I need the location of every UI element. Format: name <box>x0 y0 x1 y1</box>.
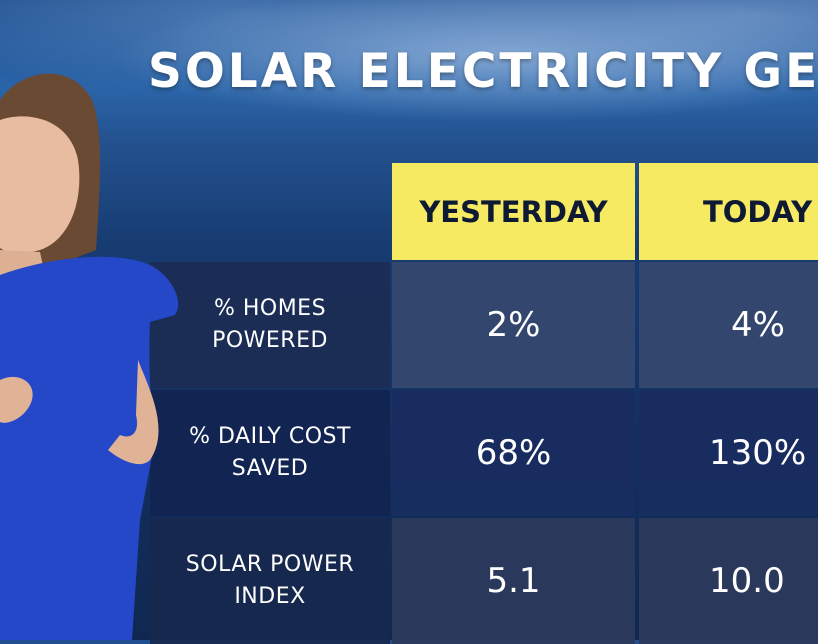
column-header-today: TODAY <box>639 163 818 260</box>
sky-background <box>0 0 818 140</box>
row-label-line: % DAILY COST <box>189 424 351 449</box>
cell-homes-powered-yesterday: 2% <box>392 262 635 388</box>
row-label-line: INDEX <box>234 584 306 609</box>
presenter-figure <box>0 73 179 640</box>
cell-solar-power-index-yesterday: 5.1 <box>392 518 635 644</box>
graphic-title: SOLAR ELECTRICITY GE <box>148 44 818 99</box>
row-label-solar-power-index: SOLAR POWER INDEX <box>150 518 390 644</box>
cell-daily-cost-saved-today: 130% <box>639 390 818 516</box>
row-label-line: POWERED <box>212 328 328 353</box>
row-label-line: % HOMES <box>213 296 327 321</box>
cell-homes-powered-today: 4% <box>639 262 818 388</box>
row-label-homes-powered: % HOMES POWERED <box>150 262 390 388</box>
cell-daily-cost-saved-yesterday: 68% <box>392 390 635 516</box>
row-label-line: SAVED <box>231 456 309 481</box>
row-label-line: SOLAR POWER <box>185 552 355 577</box>
cell-solar-power-index-today: 10.0 <box>639 518 818 644</box>
row-label-daily-cost-saved: % DAILY COST SAVED <box>150 390 390 516</box>
column-header-yesterday: YESTERDAY <box>392 163 635 260</box>
